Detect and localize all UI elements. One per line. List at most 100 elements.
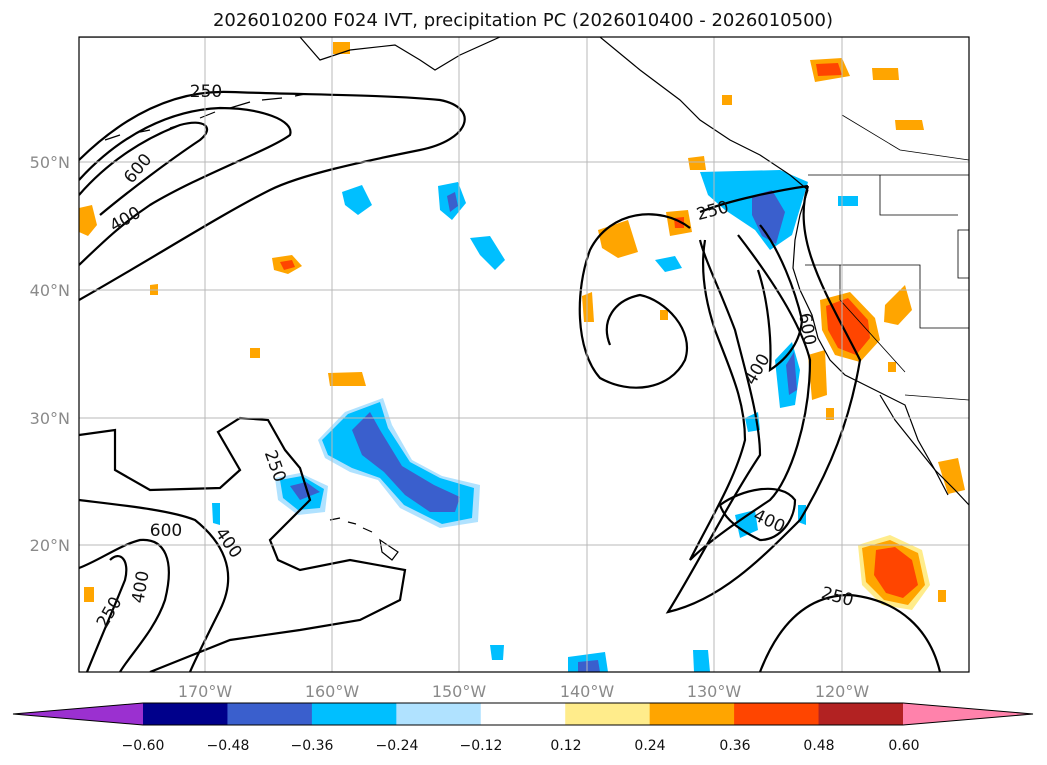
baja-california (879, 394, 949, 496)
pos-anomaly-northern-california-core (826, 298, 870, 355)
colorbar-bin-4 (480, 703, 566, 725)
colorbar-bin-0 (143, 703, 228, 725)
neg-anomaly-patch-g (735, 510, 758, 538)
lon-label-170w: 170°W (178, 682, 233, 701)
neg-anomaly-pacific-northwest-core (752, 190, 785, 244)
pos-anomaly-small-c (84, 587, 94, 602)
pos-anomaly-southern-california (808, 350, 827, 400)
colorbar-bin-3 (396, 703, 482, 725)
colorbar-tick-1: −0.48 (207, 738, 250, 754)
lat-label-20n: 20°N (30, 536, 70, 555)
neg-anomaly-offshore-ca-core (786, 352, 797, 395)
map-frame (78, 36, 970, 673)
neg-anomaly-central-pacific-core (352, 412, 460, 512)
ivt-contour-400-sw-closed (718, 487, 797, 542)
neg-anomaly-patch-i (212, 503, 220, 525)
colorbar-tick-5: 0.12 (550, 738, 581, 754)
us-state-borders (805, 175, 969, 373)
ivt-contour-400-main (689, 234, 812, 561)
neg-anomaly-patch-e (655, 256, 682, 272)
pos-anomaly-canada-c (895, 120, 924, 130)
pos-anomaly-small-j (826, 408, 834, 420)
pos-anomaly-mexico-offshore-core (874, 547, 918, 598)
colorbar-bins (13, 703, 1033, 725)
colorbar-outline (12, 702, 1034, 726)
pos-anomaly-canada-core (816, 63, 842, 76)
lon-label-120w: 120°W (815, 682, 870, 701)
ivt-label-250-north: 250 (190, 82, 222, 102)
lon-label-160w: 160°W (305, 682, 360, 701)
ivt-contour-600-south-west (79, 538, 170, 672)
neg-anomaly-patch-a-core (290, 482, 320, 500)
ivt-contour-250-southeast (758, 593, 942, 672)
neg-anomaly-patch-j (490, 645, 504, 660)
pos-anomaly-near-33n-158w (328, 372, 366, 386)
ivt-label-600-southwest: 600 (150, 521, 182, 541)
lat-label-50n: 50°N (30, 153, 70, 172)
coastlines-and-borders (79, 37, 969, 561)
colorbar-extend-high (903, 703, 1033, 725)
ivt-contour-250-north (79, 90, 466, 301)
pos-anomaly-small-g (722, 95, 732, 105)
pos-anomaly-small-f (660, 310, 668, 320)
neg-anomaly-patch-b (342, 185, 372, 215)
colorbar-bin-6 (649, 703, 735, 725)
colorbar-tick-6: 0.24 (634, 738, 665, 754)
lon-label-130w: 130°W (687, 682, 742, 701)
colorbar-tick-9: 0.60 (888, 738, 919, 754)
map-title: 2026010200 F024 IVT, precipitation PC (2… (213, 10, 833, 31)
pos-anomaly-pacific-west-edge (79, 205, 97, 236)
neg-anomaly-patch-l (693, 650, 710, 672)
colorbar-tick-8: 0.48 (803, 738, 834, 754)
neg-anomaly-patch-d (470, 236, 505, 270)
colorbar-bin-7 (734, 703, 820, 725)
pos-anomaly-nevada (884, 285, 912, 325)
ivt-contour-400-north (79, 106, 292, 266)
colorbar-ticks: −0.60 −0.48 −0.36 −0.24 −0.12 0.12 0.24 … (122, 738, 920, 754)
ivt-contour-250-south-west (79, 416, 407, 672)
ivt-contour-250-main (665, 184, 862, 614)
pos-anomaly-small-h (938, 590, 946, 602)
pos-anomaly-near-42n-164w-core (280, 260, 295, 270)
ivt-contour-600-main (756, 224, 804, 373)
pos-anomaly-baja (938, 458, 965, 494)
lat-label-40n: 40°N (30, 281, 70, 300)
hawaiian-islands (329, 517, 399, 561)
colorbar-bin-8 (818, 703, 904, 725)
colorbar-bin-5 (565, 703, 651, 725)
pos-anomaly-small-e (688, 156, 706, 170)
neg-anomaly-patch-c-core (447, 192, 458, 212)
colorbar-tick-3: −0.24 (376, 738, 419, 754)
colorbar-tick-7: 0.36 (719, 738, 750, 754)
pos-anomaly-offshore-44n (598, 220, 638, 258)
neg-anomaly-patch-k-core (578, 660, 600, 672)
map-gridlines (79, 37, 969, 672)
colorbar-tick-0: −0.60 (122, 738, 165, 754)
ivt-contour-400-south-west (79, 498, 230, 672)
pos-anomaly-small-i (888, 362, 896, 372)
colorbar: −0.60 −0.48 −0.36 −0.24 −0.12 0.12 0.24 … (12, 702, 1034, 754)
longitude-labels: 170°W 160°W 150°W 140°W 130°W 120°W (178, 682, 870, 701)
neg-anomaly-patch-m (838, 196, 858, 206)
colorbar-extend-low (13, 703, 143, 725)
pos-anomaly-offshore-38n (582, 292, 594, 322)
pos-anomaly-canada-b (872, 68, 899, 80)
ivt-contours (79, 90, 942, 672)
lon-label-150w: 150°W (432, 682, 487, 701)
latitude-labels: 50°N 40°N 30°N 20°N (30, 153, 70, 555)
north-america-west-coast (792, 189, 969, 506)
colorbar-tick-4: −0.12 (460, 738, 503, 754)
pos-anomaly-small-b (250, 348, 260, 358)
colorbar-bin-2 (311, 703, 397, 725)
ivt-contour-250-spiral (578, 213, 691, 389)
lon-label-140w: 140°W (560, 682, 615, 701)
colorbar-tick-2: −0.36 (291, 738, 334, 754)
alaska-coastline (79, 37, 809, 191)
pos-anomaly-small-d (333, 42, 350, 54)
us-mexico-border (904, 394, 969, 401)
colorbar-bin-1 (227, 703, 313, 725)
ivt-contour-250-south-west-2 (85, 555, 128, 672)
map-panel: 250 600 400 250 250 600 400 250 400 400 … (78, 36, 970, 673)
lat-label-30n: 30°N (30, 409, 70, 428)
